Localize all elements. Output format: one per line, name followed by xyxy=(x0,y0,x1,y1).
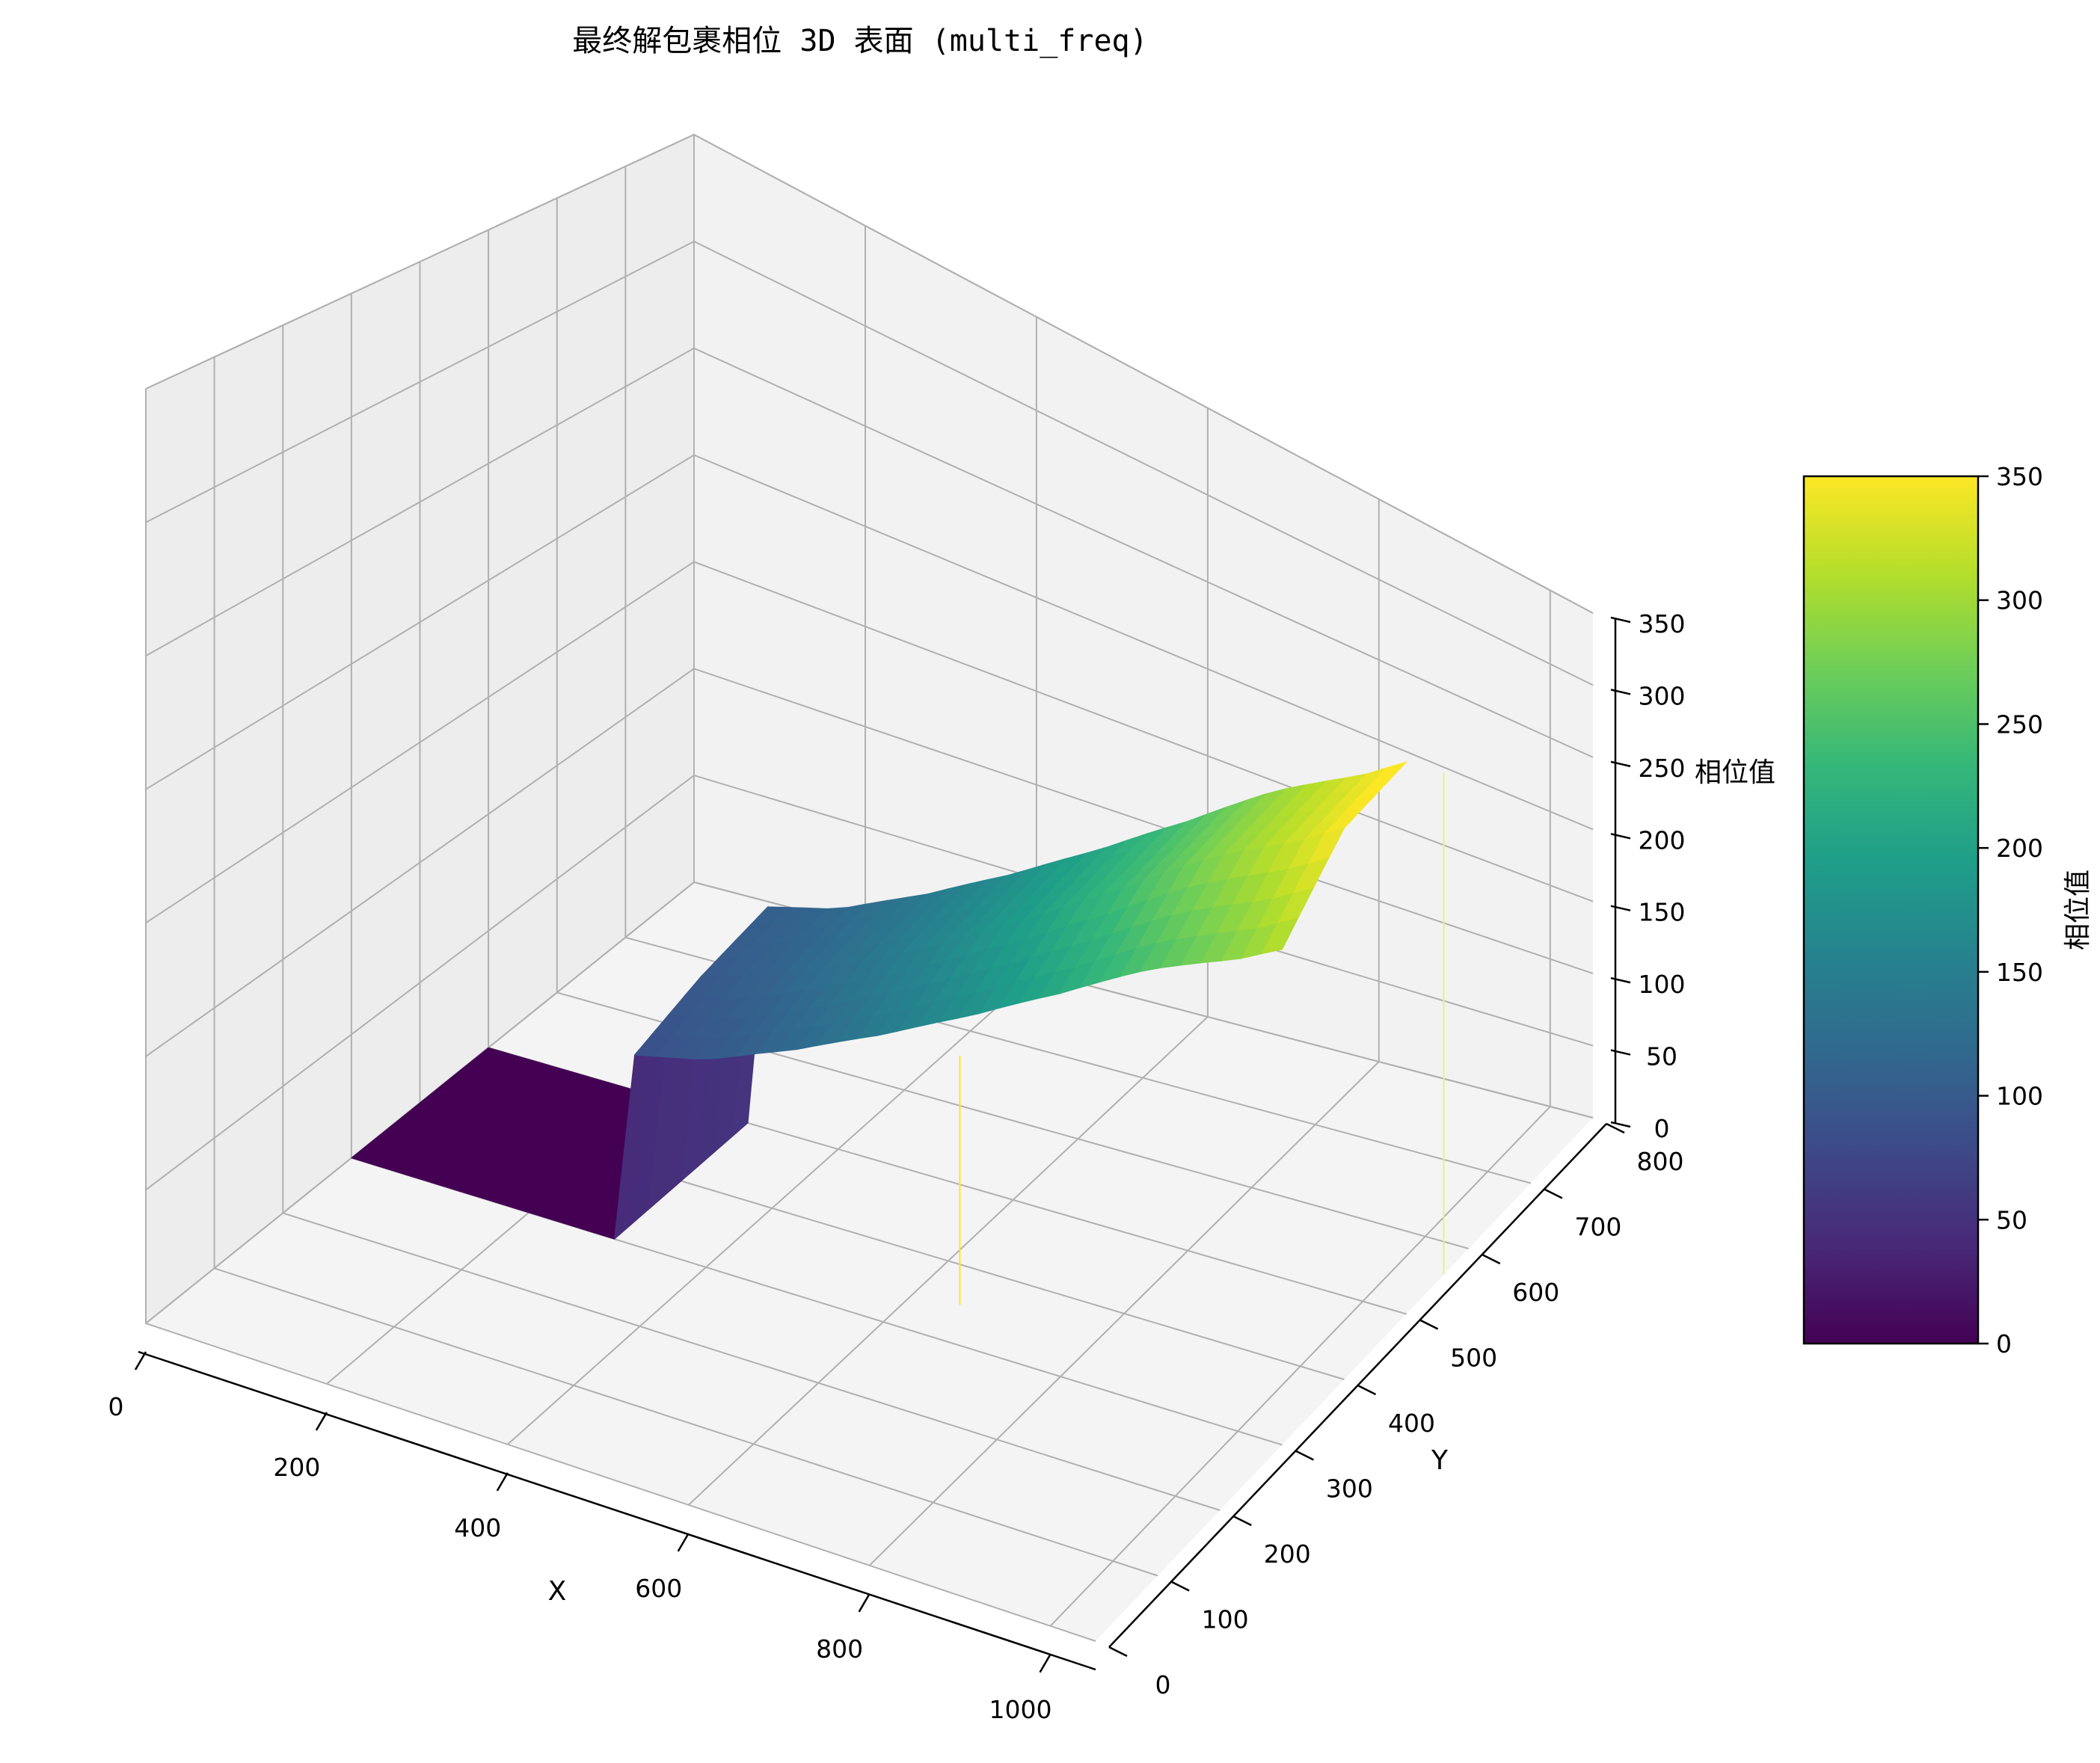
y-tick-label: 700 xyxy=(1574,1213,1621,1242)
x-tick-label: 1000 xyxy=(989,1695,1052,1724)
colorbar-tick-label: 300 xyxy=(1996,586,2043,615)
z-tick-label: 100 xyxy=(1639,970,1686,999)
y-tick-label: 200 xyxy=(1264,1539,1311,1569)
axes-ticks: 0200400600800100001002003004005006007008… xyxy=(108,609,1686,1724)
y-tick-label: 600 xyxy=(1512,1278,1559,1307)
x-tick-mark xyxy=(496,1472,509,1492)
x-tick-label: 800 xyxy=(816,1634,863,1664)
z-axis-label: 相位值 xyxy=(1695,757,1775,788)
z-tick-mark xyxy=(1610,833,1631,840)
z-tick-label: 0 xyxy=(1654,1114,1670,1143)
colorbar-tick-label: 100 xyxy=(1996,1082,2043,1111)
x-tick-mark xyxy=(1039,1654,1051,1673)
colorbar-bar xyxy=(1802,475,1980,1345)
x-tick-label: 400 xyxy=(454,1513,501,1542)
z-tick-label: 300 xyxy=(1639,681,1686,710)
y-axis-label: Y xyxy=(1431,1445,1449,1476)
z-tick-label: 150 xyxy=(1639,898,1686,927)
back-pane xyxy=(694,135,1593,1118)
z-tick-mark xyxy=(1610,616,1631,624)
colorbar-tick-label: 50 xyxy=(1996,1205,2027,1234)
x-axis-line xyxy=(138,1350,1096,1671)
z-tick-mark xyxy=(1610,1049,1631,1056)
z-tick-mark xyxy=(1610,689,1631,695)
z-tick-label: 200 xyxy=(1639,825,1686,855)
chart-title: 最终解包裹相位 3D 表面 (multi_freq) xyxy=(572,24,1147,58)
x-tick-label: 200 xyxy=(273,1453,320,1482)
x-tick-mark xyxy=(858,1593,871,1613)
x-tick-label: 600 xyxy=(635,1574,682,1603)
colorbar: 0 50 100 150 200 250 300 350 相位值 xyxy=(1802,462,2093,1359)
colorbar-tick-label: 350 xyxy=(1996,462,2043,491)
z-tick-label: 350 xyxy=(1639,609,1686,639)
y-tick-mark xyxy=(1170,1581,1190,1592)
colorbar-tick-label: 250 xyxy=(1996,710,2043,739)
y-tick-mark xyxy=(1108,1646,1128,1658)
y-tick-mark xyxy=(1544,1188,1563,1199)
y-tick-mark xyxy=(1295,1450,1314,1461)
z-tick-mark xyxy=(1610,905,1631,911)
y-tick-label: 0 xyxy=(1155,1670,1171,1699)
z-tick-label: 50 xyxy=(1646,1042,1677,1071)
y-tick-mark xyxy=(1482,1253,1501,1265)
y-tick-label: 300 xyxy=(1326,1474,1373,1504)
surface-patch xyxy=(1261,918,1299,955)
y-tick-label: 400 xyxy=(1388,1409,1435,1438)
y-tick-label: 800 xyxy=(1637,1147,1684,1176)
y-tick-label: 500 xyxy=(1450,1344,1497,1373)
y-tick-mark xyxy=(1232,1515,1252,1527)
surface-plot xyxy=(350,761,1445,1305)
x-tick-mark xyxy=(134,1351,147,1370)
y-tick-label: 100 xyxy=(1202,1605,1249,1634)
y-tick-mark xyxy=(1606,1122,1625,1134)
x-tick-mark xyxy=(677,1533,690,1552)
colorbar-tick-label: 0 xyxy=(1996,1329,2012,1359)
y-tick-mark xyxy=(1357,1384,1377,1396)
colorbar-label: 相位值 xyxy=(2063,870,2093,950)
x-tick-label: 0 xyxy=(108,1392,124,1421)
z-tick-mark xyxy=(1610,976,1631,984)
z-tick-mark xyxy=(1610,1121,1631,1128)
z-tick-mark xyxy=(1610,760,1631,768)
colorbar-tick-label: 150 xyxy=(1996,958,2043,987)
x-axis-label: X xyxy=(548,1576,567,1607)
y-tick-mark xyxy=(1419,1319,1439,1330)
x-tick-mark xyxy=(315,1412,328,1431)
z-tick-label: 250 xyxy=(1639,754,1686,783)
colorbar-tick-label: 200 xyxy=(1996,834,2043,863)
axes-panes xyxy=(146,135,1593,1641)
